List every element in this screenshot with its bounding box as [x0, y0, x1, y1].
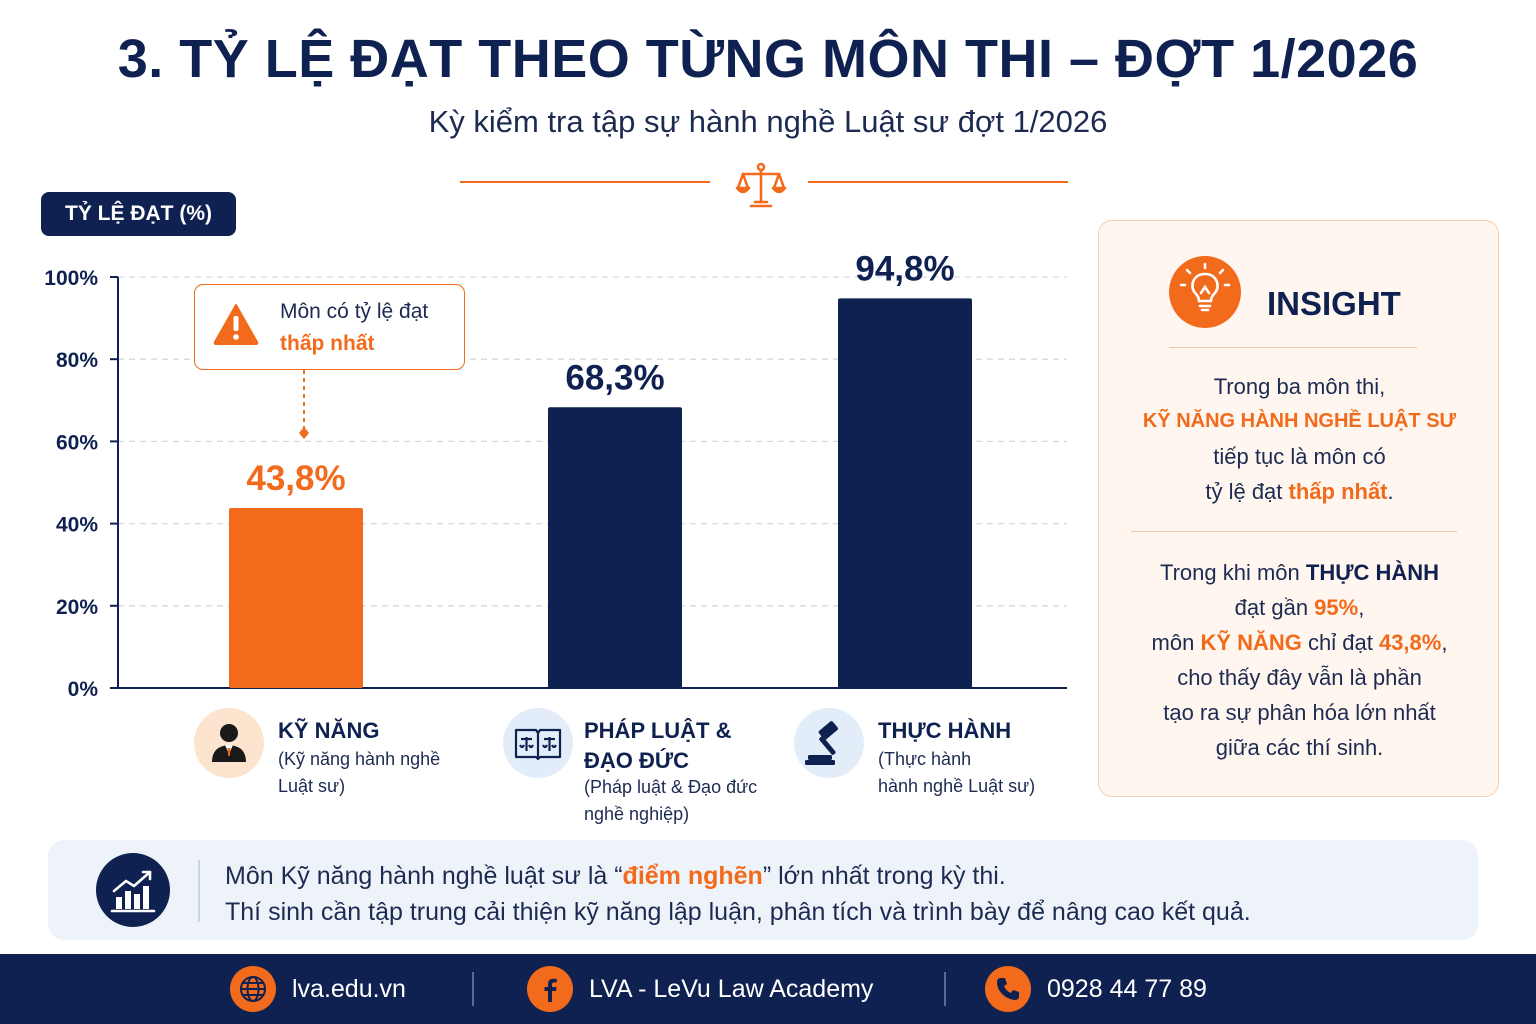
insight-p1-line-2: KỸ NĂNG HÀNH NGHỀ LUẬT SƯ — [1142, 410, 1457, 432]
note-divider — [198, 860, 200, 922]
title-divider-left — [460, 181, 710, 183]
law-book-icon — [503, 708, 573, 778]
bar-3 — [838, 298, 972, 688]
category-desc-line-1: (Pháp luật & Đạo đức — [584, 777, 758, 797]
y-tick-label: 60% — [56, 431, 98, 454]
callout-line-2: thấp nhất — [280, 332, 375, 355]
bar-value-label: 43,8% — [246, 459, 345, 498]
lightbulb-icon — [1169, 256, 1241, 328]
bar-chart: 0% 20% 40% 60% 80% 100% 43,8% 68,3% 94,8% — [44, 249, 1067, 700]
category-desc-line-2: hành nghề Luật sư) — [878, 776, 1036, 796]
bar-2 — [548, 407, 682, 688]
note-line-1: Môn Kỹ năng hành nghề luật sư là “điểm n… — [225, 862, 1006, 890]
footer-phone-text: 0928 44 77 89 — [1047, 974, 1207, 1003]
y-tick-label: 80% — [56, 349, 98, 372]
facebook-icon — [527, 966, 573, 1012]
category-desc-line-1: (Thực hành — [878, 749, 972, 769]
footer-website-text: lva.edu.vn — [292, 974, 406, 1003]
bar-value-label: 68,3% — [565, 358, 664, 397]
lowest-rate-callout: Môn có tỷ lệ đạt thấp nhất — [194, 284, 465, 370]
insight-paragraph-2: Trong khi môn THỰC HÀNH đạt gần 95%, môn… — [1099, 555, 1500, 765]
category-name-line-1: PHÁP LUẬT & — [584, 718, 732, 743]
footer-separator — [944, 972, 946, 1006]
insight-p1-line-1: Trong ba môn thi, — [1213, 374, 1386, 399]
scales-of-justice-icon — [735, 162, 787, 208]
insight-p2-line-2: đạt gần 95%, — [1234, 595, 1365, 620]
footer-separator — [472, 972, 474, 1006]
bottom-note: Môn Kỹ năng hành nghề luật sư là “điểm n… — [48, 840, 1478, 940]
insight-p1-line-4: tỷ lệ đạt thấp nhất. — [1205, 479, 1394, 504]
bar-value-label: 94,8% — [855, 249, 954, 288]
y-tick-label: 100% — [44, 267, 98, 290]
insight-paragraph-1: Trong ba môn thi, KỸ NĂNG HÀNH NGHỀ LUẬT… — [1099, 369, 1500, 509]
note-line-2: Thí sinh cần tập trung cải thiện kỹ năng… — [225, 898, 1251, 926]
insight-panel: INSIGHT Trong ba môn thi, KỸ NĂNG HÀNH N… — [1098, 220, 1499, 797]
insight-title: INSIGHT — [1267, 285, 1401, 322]
callout-marker — [299, 427, 309, 439]
y-tick-label: 0% — [68, 678, 99, 700]
insight-divider-middle — [1131, 531, 1457, 532]
category-desc-line-1: (Kỹ năng hành nghề — [278, 749, 441, 769]
insight-divider-top — [1169, 347, 1417, 348]
y-tick-label: 20% — [56, 596, 98, 619]
category-name: KỸ NĂNG — [278, 718, 380, 743]
page-subtitle: Kỳ kiểm tra tập sự hành nghề Luật sư đợt… — [428, 104, 1108, 139]
callout-line-1: Môn có tỷ lệ đạt — [280, 300, 429, 323]
title-divider-right — [808, 181, 1068, 183]
footer-bar: lva.edu.vn LVA - LeVu Law Academy 0928 4… — [0, 954, 1536, 1024]
lawyer-person-icon — [194, 708, 264, 778]
insight-p2-line-1: Trong khi môn THỰC HÀNH — [1159, 560, 1440, 585]
gavel-icon — [794, 708, 864, 778]
category-desc-line-2: Luật sư) — [278, 776, 346, 796]
footer-phone[interactable]: 0928 44 77 89 — [985, 966, 1207, 1012]
category-desc-line-2: nghề nghiệp) — [584, 804, 690, 824]
insight-p2-line-6: giữa các thí sinh. — [1215, 735, 1384, 760]
phone-icon — [985, 966, 1031, 1012]
page-title: 3. TỶ LỆ ĐẠT THEO TỪNG MÔN THI – ĐỢT 1/2… — [117, 29, 1419, 89]
insight-p2-line-4: cho thấy đây vẫn là phần — [1177, 665, 1422, 690]
y-tick-label: 40% — [56, 514, 98, 537]
footer-facebook[interactable]: LVA - LeVu Law Academy — [527, 966, 874, 1012]
category-name: THỰC HÀNH — [878, 718, 1012, 743]
insight-p2-line-3: môn KỸ NĂNG chỉ đạt 43,8%, — [1151, 630, 1448, 655]
warning-icon — [213, 304, 259, 345]
insight-p2-line-5: tạo ra sự phân hóa lớn nhất — [1163, 700, 1436, 725]
y-axis-title-badge: TỶ LỆ ĐẠT (%) — [41, 192, 236, 236]
globe-icon — [230, 966, 276, 1012]
insight-p1-line-3: tiếp tục là môn có — [1213, 444, 1386, 469]
footer-website[interactable]: lva.edu.vn — [230, 966, 406, 1012]
footer-facebook-text: LVA - LeVu Law Academy — [589, 974, 874, 1003]
bar-1 — [229, 507, 363, 688]
category-name-line-2: ĐẠO ĐỨC — [584, 748, 690, 773]
growth-chart-icon — [96, 853, 170, 927]
